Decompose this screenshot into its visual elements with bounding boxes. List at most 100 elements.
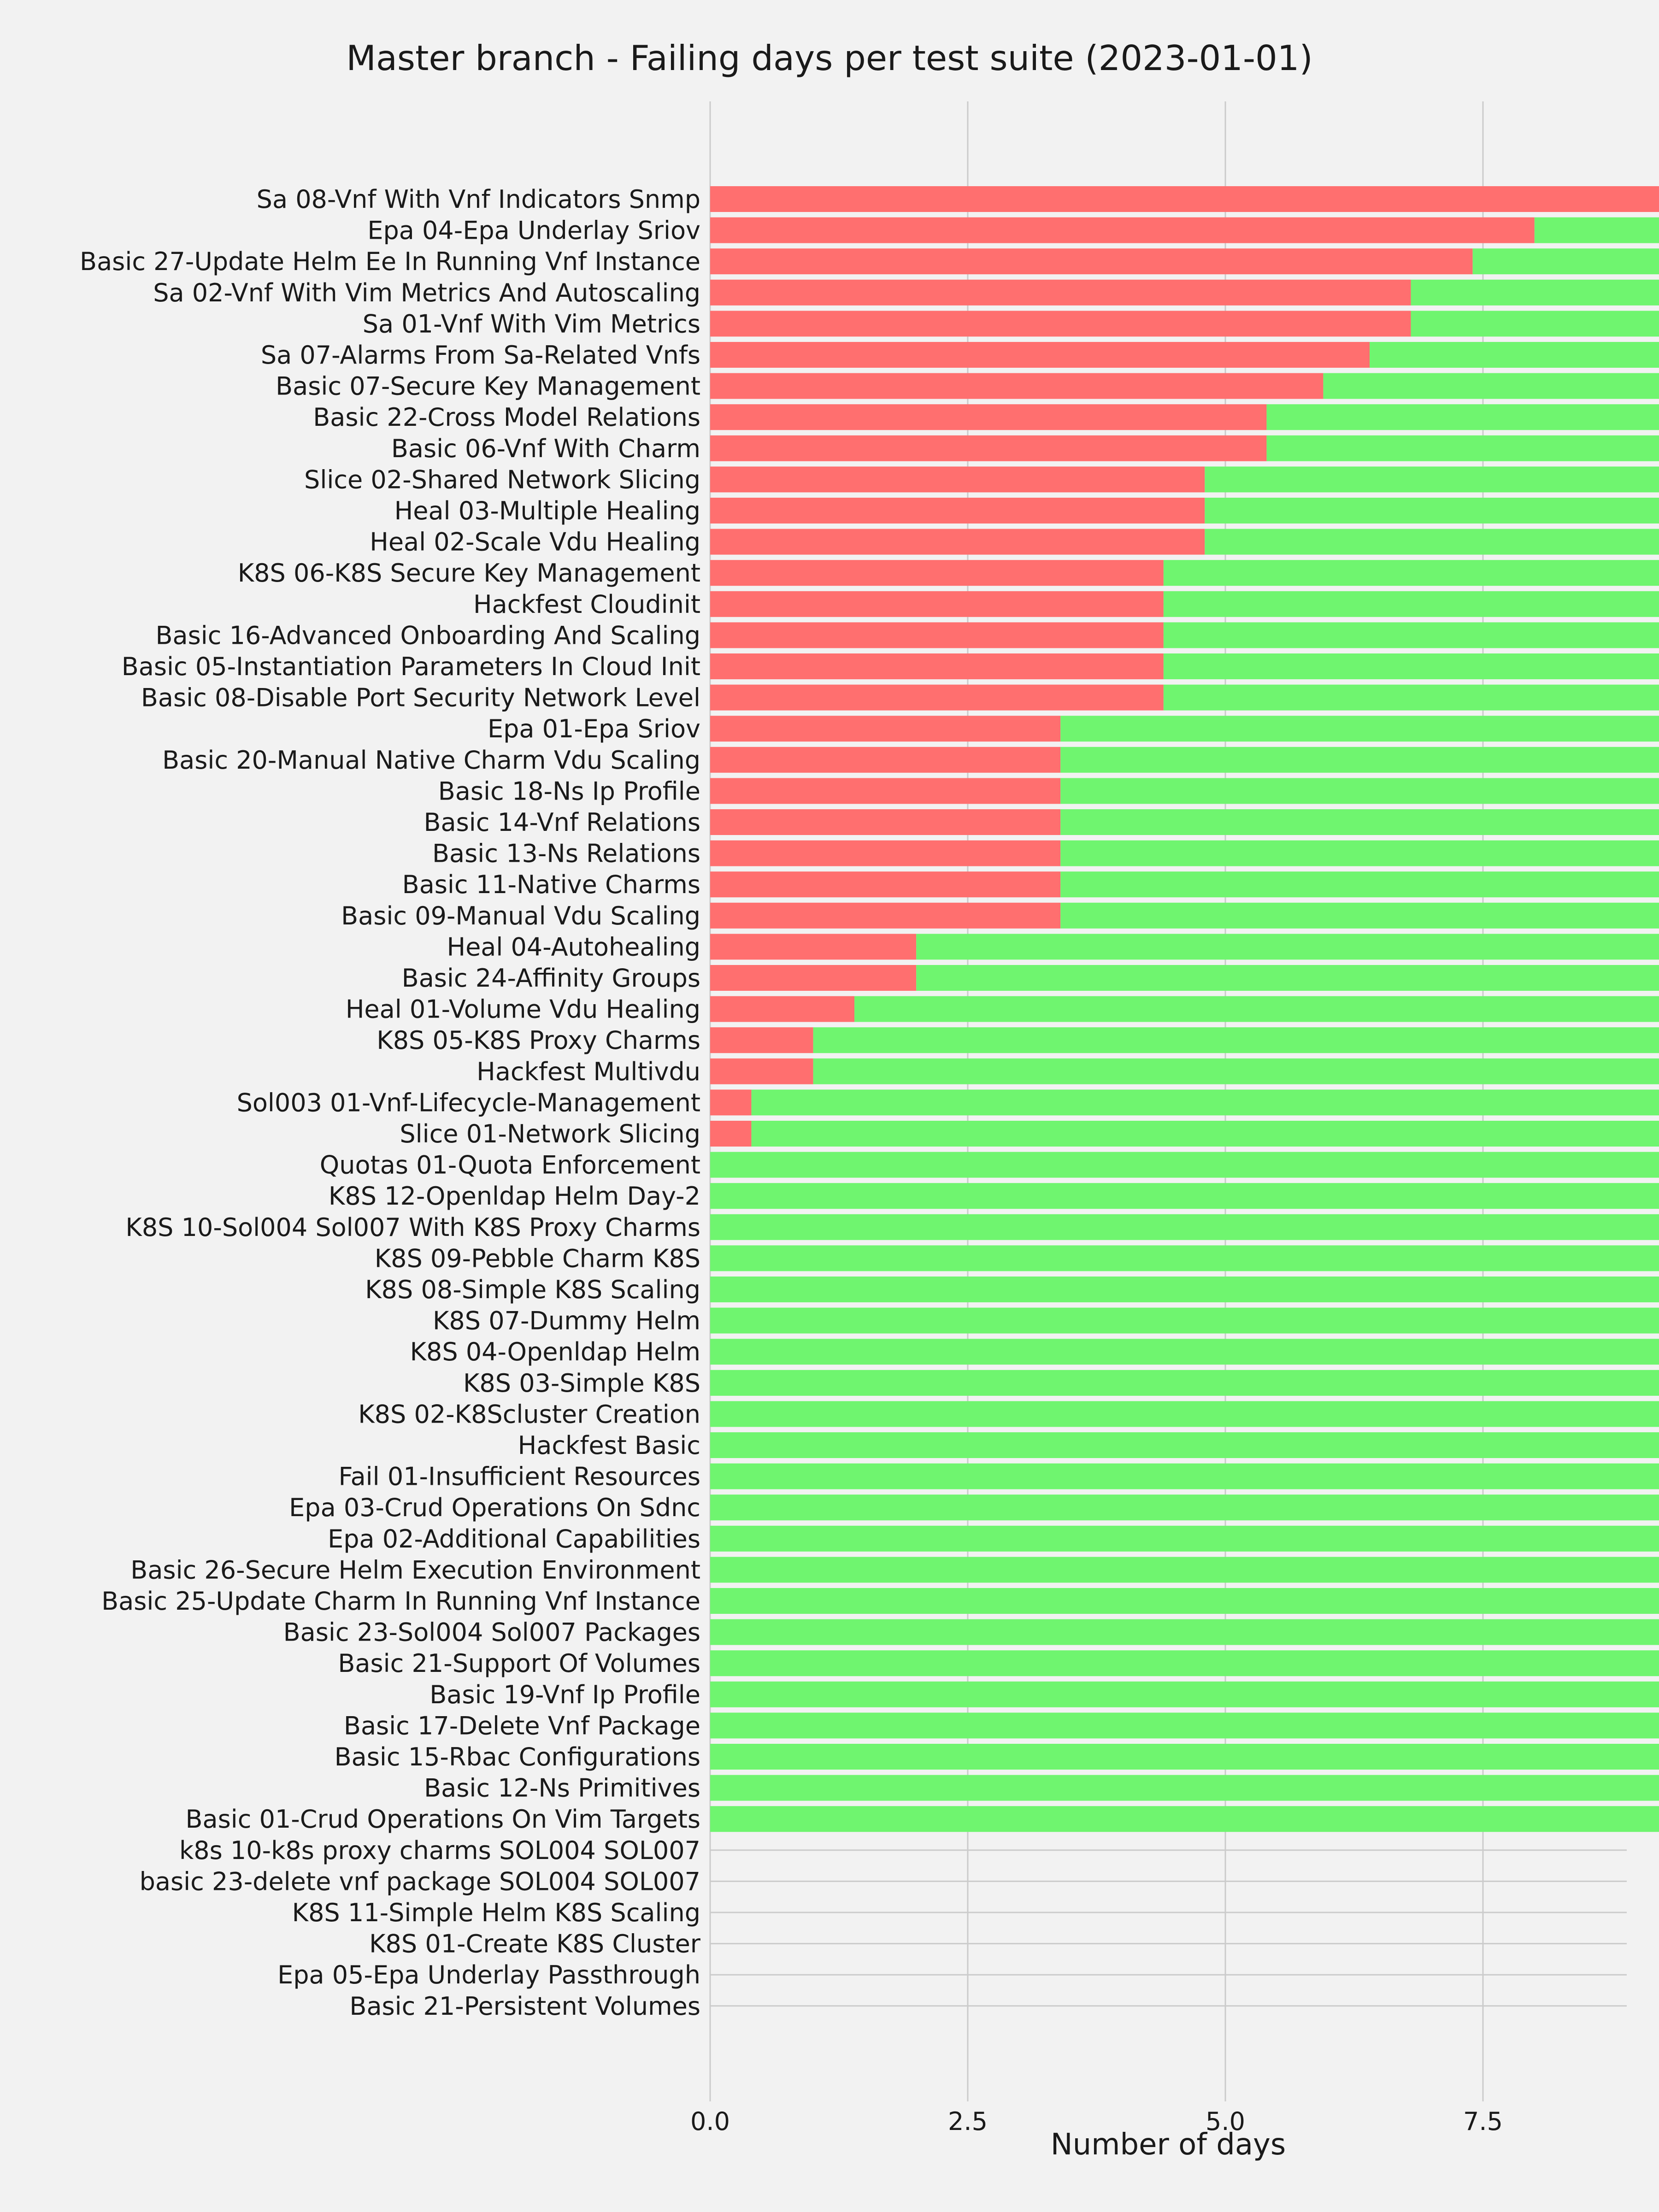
bar-failing	[710, 498, 1205, 524]
bar-passing	[1060, 716, 1659, 742]
bar-passing	[1534, 217, 1659, 243]
category-label: Basic 24-Affinity Groups	[402, 964, 700, 993]
bar-passing	[1163, 684, 1659, 711]
category-label: Basic 05-Instantiation Parameters In Clo…	[122, 652, 700, 681]
bar-failing	[710, 311, 1411, 337]
category-label: Basic 21-Persistent Volumes	[349, 1992, 700, 2021]
bar-failing	[710, 404, 1267, 430]
category-label: K8S 07-Dummy Helm	[433, 1306, 700, 1335]
bar-passing	[1060, 747, 1659, 773]
bar-failing	[710, 560, 1164, 586]
category-label: Hackfest Multivdu	[477, 1057, 700, 1086]
bar-passing	[1411, 311, 1659, 337]
chart-title: Master branch - Failing days per test su…	[346, 38, 1313, 78]
category-label: Basic 11-Native Charms	[402, 870, 700, 899]
bar-passing	[1060, 778, 1659, 804]
bar-failing	[710, 529, 1205, 555]
bar-passing	[1060, 902, 1659, 929]
category-label: Basic 08-Disable Port Security Network L…	[141, 683, 700, 712]
category-label: Basic 17-Delete Vnf Package	[344, 1711, 700, 1740]
bar-passing	[813, 1027, 1659, 1053]
x-tick-label: 0.0	[690, 2107, 730, 2136]
category-label: Heal 03-Multiple Healing	[394, 496, 700, 525]
category-label: K8S 12-Openldap Helm Day-2	[329, 1182, 700, 1211]
category-label: Hackfest Cloudinit	[473, 590, 700, 619]
x-tick-labels: 0.02.55.07.510.012.515.017.520.0	[690, 2107, 1503, 2136]
bar-passing	[710, 1588, 1659, 1614]
bar-failing	[710, 902, 1061, 929]
bar-passing	[710, 1463, 1659, 1489]
bar-failing	[710, 934, 917, 960]
bar-passing	[710, 1650, 1659, 1677]
bar-passing	[1060, 871, 1659, 898]
category-label: Heal 04-Autohealing	[447, 932, 700, 961]
bar-passing	[916, 934, 1659, 960]
category-label: Fail 01-Insufficient Resources	[338, 1462, 700, 1491]
category-label: Basic 14-Vnf Relations	[424, 808, 701, 837]
x-tick-label: 7.5	[1463, 2107, 1503, 2136]
category-label: Epa 01-Epa Sriov	[488, 714, 700, 743]
bar-passing	[1205, 466, 1659, 493]
category-label: Sa 02-Vnf With Vim Metrics And Autoscali…	[153, 278, 700, 307]
bar-failing	[710, 809, 1061, 835]
category-label: Sa 01-Vnf With Vim Metrics	[363, 309, 700, 338]
category-label: Basic 22-Cross Model Relations	[313, 403, 700, 432]
bar-failing	[710, 653, 1164, 679]
bar-passing	[710, 1494, 1659, 1521]
category-label: Epa 03-Crud Operations On Sdnc	[289, 1493, 700, 1522]
category-label: k8s 10-k8s proxy charms SOL004 SOL007	[179, 1836, 700, 1865]
bar-passing	[1060, 809, 1659, 835]
category-label: Basic 06-Vnf With Charm	[391, 434, 700, 463]
category-label: Epa 02-Additional Capabilities	[328, 1524, 700, 1553]
bar-failing	[710, 186, 1659, 212]
bar-passing	[710, 1619, 1659, 1645]
category-label: Hackfest Basic	[518, 1431, 700, 1460]
bar-passing	[854, 996, 1659, 1022]
bar-failing	[710, 217, 1535, 243]
category-label: K8S 09-Pebble Charm K8S	[375, 1244, 700, 1273]
bar-passing	[710, 1152, 1659, 1178]
bar-passing	[1323, 373, 1659, 399]
category-label: Basic 21-Support Of Volumes	[338, 1649, 700, 1678]
bar-passing	[751, 1089, 1659, 1116]
bar-passing	[1163, 591, 1659, 617]
bar-passing	[710, 1775, 1659, 1801]
category-label: Basic 15-Rbac Configurations	[335, 1742, 700, 1771]
bar-passing	[1411, 279, 1659, 306]
category-label: Basic 23-Sol004 Sol007 Packages	[283, 1618, 700, 1647]
bar-passing	[710, 1401, 1659, 1427]
category-label: K8S 02-K8Scluster Creation	[358, 1400, 700, 1429]
bar-failing	[710, 1089, 752, 1116]
bar-passing	[813, 1058, 1659, 1084]
x-tick-label: 2.5	[948, 2107, 988, 2136]
bar-passing	[710, 1744, 1659, 1770]
bar-passing	[710, 1806, 1659, 1832]
bar-passing	[710, 1214, 1659, 1240]
bar-failing	[710, 1121, 752, 1147]
category-label: Sa 07-Alarms From Sa-Related Vnfs	[261, 341, 700, 370]
category-label: Epa 05-Epa Underlay Passthrough	[277, 1960, 700, 1989]
x-tick-label: 5.0	[1206, 2107, 1245, 2136]
bar-passing	[1163, 560, 1659, 586]
category-label: Slice 01-Network Slicing	[400, 1119, 700, 1148]
bar-passing	[710, 1432, 1659, 1458]
bar-failing	[710, 965, 917, 991]
bar-passing	[1060, 840, 1659, 866]
bar-failing	[710, 591, 1164, 617]
category-label: Basic 16-Advanced Onboarding And Scaling	[155, 621, 700, 650]
category-label: Sa 08-Vnf With Vnf Indicators Snmp	[257, 185, 700, 214]
bar-passing	[1163, 622, 1659, 648]
bar-passing	[1472, 248, 1659, 275]
bar-failing	[710, 871, 1061, 898]
category-label: K8S 06-K8S Secure Key Management	[238, 559, 700, 588]
bar-passing	[710, 1245, 1659, 1271]
category-label: Basic 12-Ns Primitives	[424, 1774, 700, 1803]
bar-failing	[710, 747, 1061, 773]
bar-failing	[710, 466, 1205, 493]
category-label: K8S 04-Openldap Helm	[410, 1337, 700, 1366]
bar-failing	[710, 342, 1370, 368]
category-label: Sol003 01-Vnf-Lifecycle-Management	[237, 1088, 700, 1117]
bar-failing	[710, 279, 1411, 306]
